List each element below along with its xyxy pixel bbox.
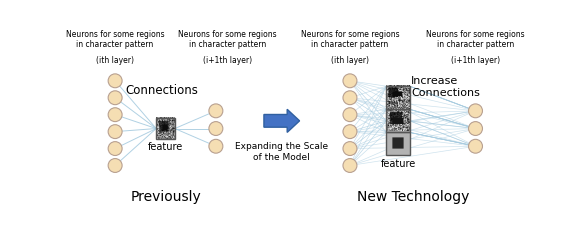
Text: Previously: Previously <box>130 190 201 204</box>
Circle shape <box>108 142 122 155</box>
Circle shape <box>343 74 357 88</box>
Text: (ith layer): (ith layer) <box>331 56 369 65</box>
Circle shape <box>209 139 223 153</box>
Text: New Technology: New Technology <box>357 190 470 204</box>
Circle shape <box>343 108 357 122</box>
Circle shape <box>209 104 223 118</box>
Circle shape <box>343 142 357 155</box>
Text: Neurons for some regions
in character pattern: Neurons for some regions in character pa… <box>300 30 399 49</box>
Text: Neurons for some regions
in character pattern: Neurons for some regions in character pa… <box>66 30 165 49</box>
Circle shape <box>108 159 122 173</box>
Text: feature: feature <box>380 159 416 169</box>
Circle shape <box>343 125 357 139</box>
FancyArrow shape <box>264 109 300 132</box>
Text: Neurons for some regions
in character pattern: Neurons for some regions in character pa… <box>178 30 277 49</box>
Bar <box>156 118 175 139</box>
Text: (i+1th layer): (i+1th layer) <box>203 56 252 65</box>
Circle shape <box>108 108 122 122</box>
Bar <box>386 109 409 132</box>
Circle shape <box>108 125 122 139</box>
Text: Increase
Connections: Increase Connections <box>411 76 480 98</box>
Text: (ith layer): (ith layer) <box>96 56 134 65</box>
Text: Neurons for some regions
in character pattern: Neurons for some regions in character pa… <box>426 30 525 49</box>
Circle shape <box>108 74 122 88</box>
Bar <box>386 86 409 109</box>
Text: Expanding the Scale
of the Model: Expanding the Scale of the Model <box>235 142 328 162</box>
Bar <box>386 132 409 155</box>
Circle shape <box>469 122 483 136</box>
Text: feature: feature <box>148 142 183 152</box>
Text: Connections: Connections <box>125 84 198 97</box>
Circle shape <box>108 91 122 105</box>
Circle shape <box>469 104 483 118</box>
Circle shape <box>343 91 357 105</box>
Circle shape <box>343 159 357 173</box>
Circle shape <box>209 122 223 136</box>
Text: (i+1th layer): (i+1th layer) <box>451 56 500 65</box>
Circle shape <box>469 139 483 153</box>
